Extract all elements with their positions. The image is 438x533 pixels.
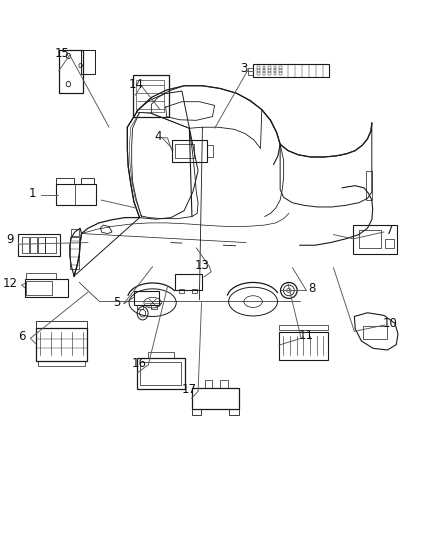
Bar [268, 72, 271, 75]
Bar [274, 66, 276, 69]
Text: 7: 7 [385, 224, 393, 237]
Bar [268, 69, 271, 72]
Text: 12: 12 [3, 277, 18, 290]
Bar [279, 69, 282, 72]
Bar [257, 66, 260, 69]
Bar [257, 69, 260, 72]
Bar [274, 69, 276, 72]
Text: 17: 17 [182, 383, 197, 397]
Bar [279, 66, 282, 69]
Text: 9: 9 [7, 233, 14, 246]
Bar [263, 66, 265, 69]
Text: 13: 13 [195, 259, 210, 272]
Text: 4: 4 [154, 130, 162, 143]
Text: 11: 11 [299, 329, 314, 342]
Text: 14: 14 [129, 78, 144, 91]
Text: 8: 8 [308, 282, 315, 295]
Text: 10: 10 [383, 317, 398, 330]
Bar [274, 72, 276, 75]
Bar [268, 66, 271, 69]
Bar [257, 72, 260, 75]
Text: 5: 5 [113, 296, 120, 309]
Text: 1: 1 [28, 187, 36, 200]
Bar [263, 69, 265, 72]
Text: 16: 16 [132, 357, 147, 370]
Text: 6: 6 [18, 330, 25, 343]
Text: 15: 15 [54, 47, 69, 60]
Bar [279, 72, 282, 75]
Text: 3: 3 [240, 62, 248, 75]
Bar [263, 72, 265, 75]
